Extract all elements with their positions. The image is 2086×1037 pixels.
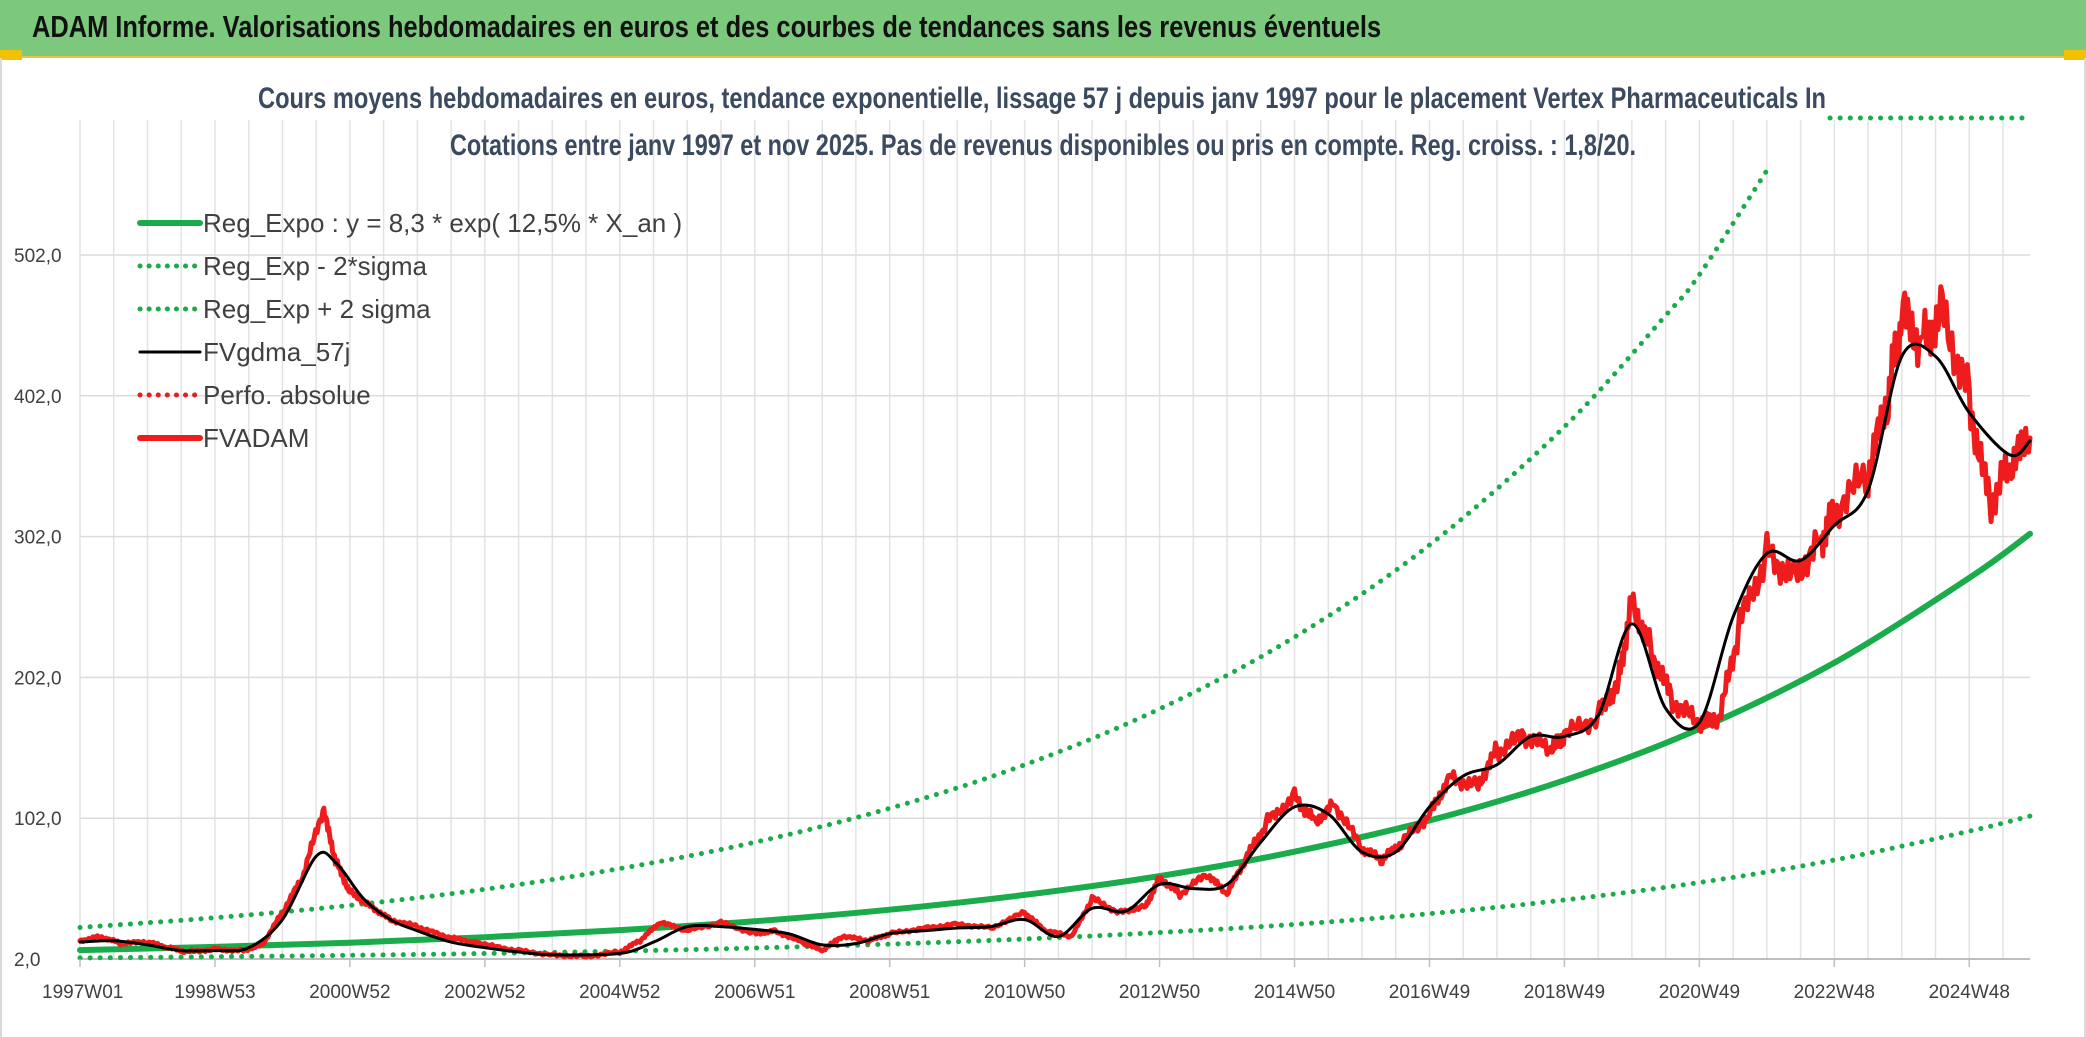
legend-label-2: Reg_Exp + 2 sigma (203, 294, 431, 324)
x-tick-label: 2012W50 (1119, 982, 1200, 1003)
x-tick-label: 2002W52 (444, 982, 525, 1003)
chart-frame: Cours moyens hebdomadaires en euros, ten… (0, 58, 2086, 1037)
legend-label-4: Perfo. absolue (203, 380, 371, 410)
y-tick-label: 502,0 (14, 246, 62, 267)
x-tick-label: 2020W49 (1659, 982, 1740, 1003)
y-tick-label: 202,0 (14, 668, 62, 689)
grid-layer (79, 120, 2030, 960)
header-bar: ADAM Informe. Valorisations hebdomadaire… (0, 0, 2086, 58)
corner-accent-right (2064, 50, 2086, 60)
x-tick-label: 2004W52 (579, 982, 660, 1003)
legend: Reg_Expo : y = 8,3 * exp( 12,5% * X_an )… (137, 208, 682, 453)
series-line-5 (77, 284, 2033, 960)
x-tick-label: 2022W48 (1794, 982, 1875, 1003)
series-layer (77, 115, 2033, 961)
y-tick-label: 402,0 (14, 387, 62, 408)
legend-label-1: Reg_Exp - 2*sigma (203, 251, 428, 281)
x-tick-label: 2024W48 (1929, 982, 2010, 1003)
chart-subtitle: Cotations entre janv 1997 et nov 2025. P… (450, 129, 1636, 162)
line-chart: Cours moyens hebdomadaires en euros, ten… (14, 82, 2033, 1003)
series-line-3 (78, 342, 2032, 957)
x-tick-label: 2014W50 (1254, 982, 1335, 1003)
x-tick-label: 2016W49 (1389, 982, 1470, 1003)
y-tick-label: 102,0 (14, 809, 62, 830)
chart-title: Cours moyens hebdomadaires en euros, ten… (258, 82, 1826, 115)
legend-label-5: FVADAM (203, 423, 309, 453)
series-line-2 (77, 168, 1770, 930)
x-tick-label: 2010W50 (984, 982, 1065, 1003)
x-tick-label: 2000W52 (309, 982, 390, 1003)
x-tick-label: 1997W01 (42, 982, 123, 1003)
x-tick-label: 1998W53 (174, 982, 255, 1003)
x-tick-label: 2006W51 (714, 982, 795, 1003)
legend-label-0: Reg_Expo : y = 8,3 * exp( 12,5% * X_an ) (203, 208, 682, 238)
y-tick-label: 2,0 (14, 950, 40, 971)
x-axis-ticks: 1997W01 1998W53 2000W52 2002W52 2004W52 2006W… (42, 959, 2010, 1003)
legend-label-3: FVgdma_57j (203, 337, 350, 367)
y-axis-ticks: 2,0 102,0 202,0 302,0 402,0 502,0 (14, 246, 62, 971)
series-line-0 (77, 530, 2033, 954)
page-title: ADAM Informe. Valorisations hebdomadaire… (32, 9, 1382, 44)
corner-accent-left (0, 50, 22, 60)
y-tick-label: 302,0 (14, 528, 62, 549)
x-tick-label: 2008W51 (849, 982, 930, 1003)
x-tick-label: 2018W49 (1524, 982, 1605, 1003)
